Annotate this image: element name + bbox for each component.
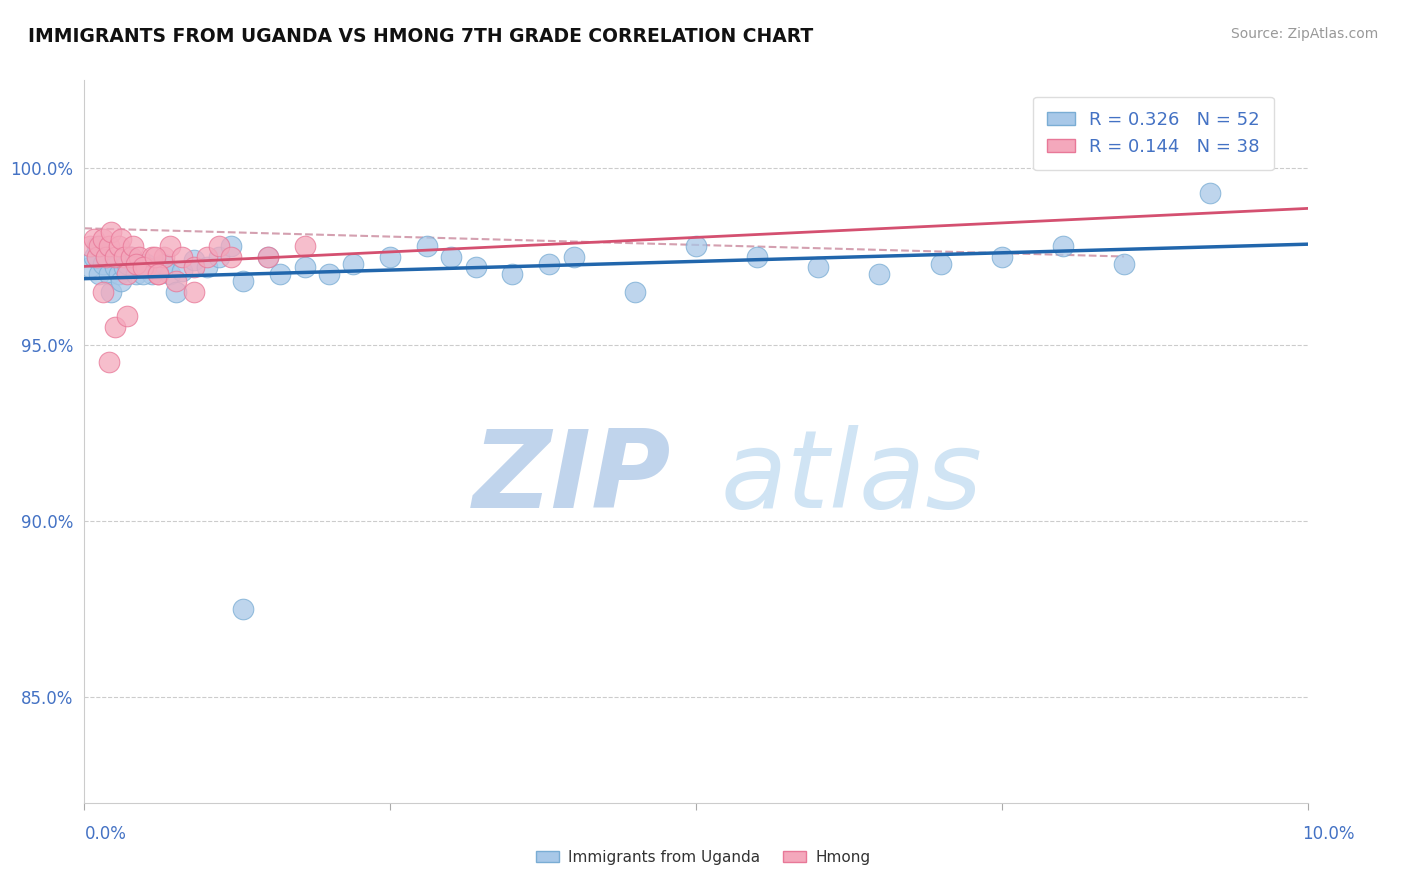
Point	[122, 239, 145, 253]
Point	[100, 285, 122, 299]
Point	[96, 250, 118, 264]
Point	[97, 239, 120, 253]
Point	[86, 239, 108, 253]
Point	[232, 274, 254, 288]
Point	[115, 310, 138, 324]
Text: IMMIGRANTS FROM UGANDA VS HMONG 7TH GRADE CORRELATION CHART: IMMIGRANTS FROM UGANDA VS HMONG 7TH GRAD…	[28, 27, 813, 45]
Point	[100, 225, 122, 239]
Point	[269, 267, 291, 281]
Point	[624, 285, 647, 299]
Point	[112, 260, 135, 274]
Point	[83, 232, 105, 246]
Point	[1052, 239, 1074, 253]
Point	[464, 260, 486, 274]
Point	[869, 267, 891, 281]
Point	[929, 256, 952, 270]
Point	[257, 250, 280, 264]
Point	[128, 250, 150, 264]
Point	[165, 274, 187, 288]
Point	[172, 250, 194, 264]
Point	[120, 250, 142, 264]
Point	[416, 239, 439, 253]
Point	[318, 267, 340, 281]
Point	[112, 250, 135, 264]
Point	[135, 260, 157, 274]
Point	[342, 256, 364, 270]
Point	[208, 239, 231, 253]
Point	[146, 267, 169, 281]
Point	[502, 267, 524, 281]
Point	[107, 239, 129, 253]
Point	[128, 260, 150, 274]
Point	[115, 256, 138, 270]
Point	[195, 260, 218, 274]
Text: 10.0%: 10.0%	[1302, 825, 1355, 843]
Point	[807, 260, 830, 274]
Point	[562, 250, 585, 264]
Point	[96, 250, 118, 264]
Point	[219, 239, 242, 253]
Point	[380, 250, 402, 264]
Point	[183, 285, 205, 299]
Point	[115, 267, 138, 281]
Point	[141, 267, 163, 281]
Point	[125, 267, 148, 281]
Point	[183, 260, 205, 274]
Point	[97, 267, 120, 281]
Point	[183, 253, 205, 268]
Point	[79, 239, 101, 253]
Legend: R = 0.326   N = 52, R = 0.144   N = 38: R = 0.326 N = 52, R = 0.144 N = 38	[1033, 96, 1274, 170]
Text: ZIP: ZIP	[474, 425, 672, 531]
Point	[91, 256, 114, 270]
Point	[232, 602, 254, 616]
Point	[143, 250, 166, 264]
Y-axis label: 7th Grade: 7th Grade	[0, 403, 3, 480]
Legend: Immigrants from Uganda, Hmong: Immigrants from Uganda, Hmong	[530, 844, 876, 871]
Point	[219, 250, 242, 264]
Point	[208, 250, 231, 264]
Point	[159, 239, 181, 253]
Point	[172, 263, 194, 277]
Text: Source: ZipAtlas.com: Source: ZipAtlas.com	[1230, 27, 1378, 41]
Point	[107, 267, 129, 281]
Point	[132, 267, 155, 281]
Point	[135, 256, 157, 270]
Point	[257, 250, 280, 264]
Point	[146, 267, 169, 281]
Text: 0.0%: 0.0%	[84, 825, 127, 843]
Point	[747, 250, 769, 264]
Point	[1114, 256, 1136, 270]
Point	[97, 355, 120, 369]
Text: atlas: atlas	[720, 425, 983, 530]
Point	[538, 256, 561, 270]
Point	[141, 250, 163, 264]
Point	[685, 239, 707, 253]
Point	[83, 250, 105, 264]
Point	[440, 250, 463, 264]
Point	[110, 274, 132, 288]
Point	[153, 256, 176, 270]
Point	[294, 260, 316, 274]
Point	[110, 232, 132, 246]
Point	[91, 285, 114, 299]
Point	[87, 239, 110, 253]
Point	[159, 267, 181, 281]
Point	[87, 267, 110, 281]
Point	[125, 256, 148, 270]
Point	[195, 250, 218, 264]
Point	[165, 285, 187, 299]
Point	[79, 260, 101, 274]
Point	[91, 232, 114, 246]
Point	[153, 250, 176, 264]
Point	[104, 260, 127, 274]
Point	[132, 260, 155, 274]
Point	[1198, 186, 1220, 200]
Point	[294, 239, 316, 253]
Point	[120, 250, 142, 264]
Point	[146, 260, 169, 274]
Point	[991, 250, 1014, 264]
Point	[86, 250, 108, 264]
Point	[104, 320, 127, 334]
Point	[104, 250, 127, 264]
